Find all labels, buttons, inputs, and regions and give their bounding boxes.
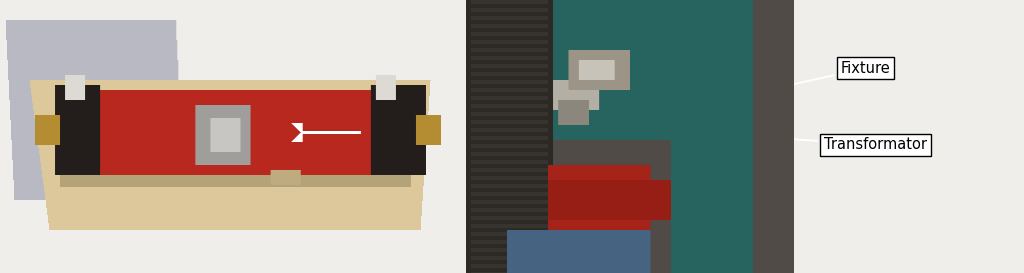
Text: Insulation Plate: Insulation Plate	[102, 187, 215, 256]
Text: b): b)	[469, 19, 487, 34]
Text: Electrode: Electrode	[384, 129, 524, 144]
Text: a): a)	[12, 19, 31, 34]
Text: Adapter: Adapter	[110, 34, 167, 110]
Text: Water Cooling: Water Cooling	[353, 176, 456, 245]
Text: Transformator: Transformator	[758, 134, 927, 152]
Text: Fixture: Fixture	[748, 61, 890, 96]
Text: Conductor Line: Conductor Line	[318, 34, 429, 104]
